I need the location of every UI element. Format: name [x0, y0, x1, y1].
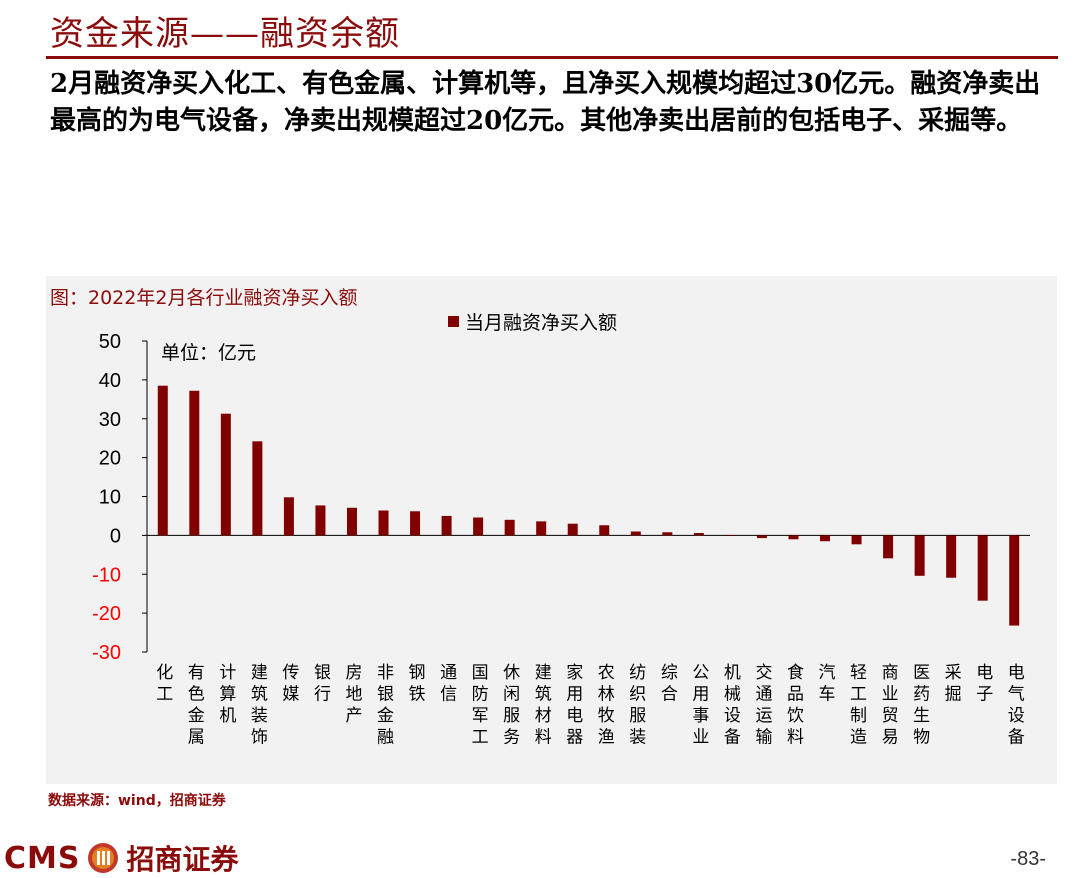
x-tick-label: 有色金属: [188, 663, 205, 748]
page-title: 资金来源——融资余额: [50, 14, 400, 54]
x-tick-label: 建筑材料: [535, 663, 552, 748]
x-tick-label: 商业贸易: [882, 663, 899, 748]
bar-计算机: [220, 413, 231, 536]
x-tick-label: 纺织服装: [629, 663, 646, 748]
logo-cn-text: 招商证券: [126, 843, 239, 876]
y-tick-label: 0: [110, 525, 121, 547]
x-tick-label: 机械设备: [724, 663, 741, 748]
bar-电子: [977, 535, 988, 601]
x-tick-label: 计算机: [219, 663, 236, 726]
x-tick-label: 采掘: [945, 663, 962, 705]
y-tick-label: -10: [92, 564, 121, 586]
bar-化工: [157, 385, 168, 536]
x-tick-label: 医药生物: [913, 663, 930, 748]
x-tick-label: 房地产: [345, 663, 362, 726]
bar-传媒: [283, 497, 294, 536]
bar-电气设备: [1009, 535, 1020, 626]
x-tick-label: 钢铁: [409, 663, 426, 705]
y-tick-label: -20: [92, 603, 121, 625]
brand-logo: CMS 招商证券: [4, 838, 239, 878]
x-tick-label: 家用电器: [566, 663, 583, 748]
bar-有色金属: [189, 390, 200, 536]
bar-非银金融: [378, 510, 389, 536]
x-tick-label: 交通运输: [755, 663, 772, 748]
x-tick-label: 电子: [976, 663, 993, 705]
x-tick-label: 公用事业: [692, 663, 709, 748]
chart-caption: 图：2022年2月各行业融资净买入额: [50, 287, 358, 309]
title-divider: [46, 56, 1058, 59]
logo-text: CMS: [4, 840, 81, 876]
y-tick-label: 30: [99, 409, 121, 431]
bar-纺织服装: [630, 531, 641, 536]
x-tick-label: 农林牧渔: [598, 663, 615, 748]
legend-swatch: [448, 316, 459, 327]
x-tick-label: 非银金融: [377, 663, 394, 748]
x-tick-label: 传媒: [282, 663, 299, 705]
x-tick-label: 化工: [156, 663, 173, 705]
bar-通信: [441, 515, 452, 536]
bar-建筑材料: [536, 521, 547, 536]
bar-交通运输: [756, 535, 767, 539]
y-tick-label: -30: [92, 642, 121, 664]
bar-银行: [315, 505, 326, 536]
legend-label: 当月融资净买入额: [465, 312, 618, 334]
x-tick-label: 电气设备: [1008, 663, 1025, 748]
chart-panel: [46, 276, 1057, 784]
bar-商业贸易: [883, 535, 894, 559]
x-tick-label: 轻工制造: [850, 663, 867, 748]
bar-综合: [662, 532, 673, 536]
bar-农林牧渔: [599, 525, 610, 536]
x-tick-label: 汽车: [819, 663, 836, 705]
x-tick-label: 食品饮料: [787, 663, 804, 748]
x-tick-label: 综合: [661, 663, 678, 705]
bar-机械设备: [725, 535, 736, 536]
y-tick-label: 40: [99, 370, 121, 392]
bar-公用事业: [693, 533, 704, 536]
cms-logo-icon: [88, 843, 119, 873]
bar-轻工制造: [851, 535, 862, 545]
x-tick-label: 银行: [314, 663, 331, 705]
summary-text: 2月融资净买入化工、有色金属、计算机等，且净买入规模均超过30亿元。融资净卖出最…: [50, 69, 1041, 136]
chart-legend: 当月融资净买入额: [448, 308, 617, 335]
bar-家用电器: [567, 523, 578, 536]
bar-国防军工: [473, 517, 484, 536]
x-tick-label: 国防军工: [472, 663, 489, 748]
bar-休闲服务: [504, 519, 515, 536]
source-note: 数据来源：wind，招商证券: [48, 793, 226, 809]
x-tick-label: 休闲服务: [503, 663, 520, 748]
x-tick-label: 通信: [440, 663, 457, 705]
page-number: -83-: [1010, 848, 1046, 870]
bar-医药生物: [914, 535, 925, 576]
x-tick-label: 建筑装饰: [251, 663, 268, 748]
bar-房地产: [346, 507, 357, 536]
bar-汽车: [820, 535, 831, 542]
y-tick-label: 50: [99, 331, 121, 353]
unit-label: 单位：亿元: [161, 342, 257, 364]
y-tick-label: 20: [99, 448, 121, 470]
bar-采掘: [946, 535, 957, 578]
bar-建筑装饰: [252, 441, 263, 536]
bar-钢铁: [410, 511, 421, 536]
bar-食品饮料: [788, 535, 799, 540]
y-tick-label: 10: [99, 487, 121, 509]
